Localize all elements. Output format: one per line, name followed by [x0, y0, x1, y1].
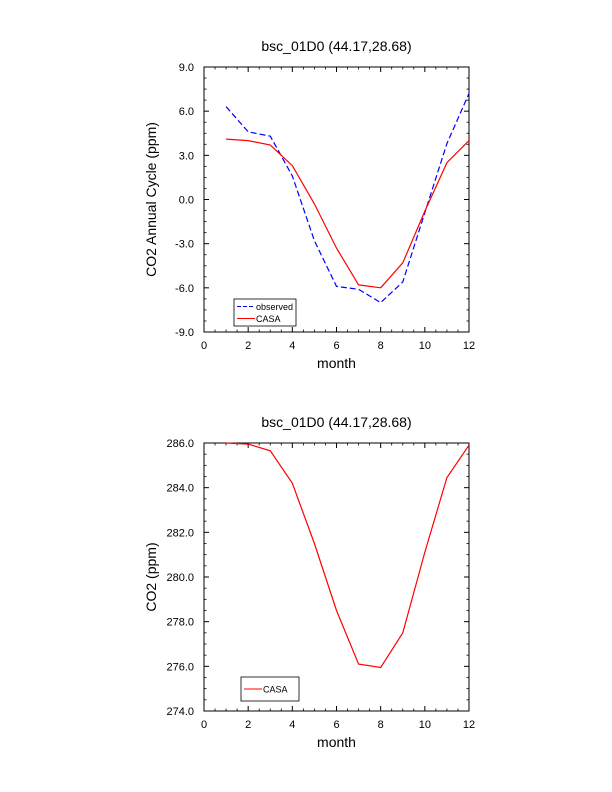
x-tick-label: 12: [463, 719, 475, 731]
y-tick-label: 278.0: [166, 617, 194, 629]
x-tick-label: 0: [201, 719, 207, 731]
series-line-casa: [226, 442, 470, 669]
y-axis-label: CO2 Annual Cycle (ppm): [143, 122, 159, 277]
y-tick-label: 9.0: [179, 62, 194, 74]
x-axis-label: month: [317, 355, 356, 371]
y-tick-label: 280.0: [166, 572, 194, 584]
legend-label-casa: CASA: [256, 314, 281, 324]
x-tick-label: 8: [378, 719, 384, 731]
y-tick-label: 282.0: [166, 527, 194, 539]
x-tick-label: 4: [289, 340, 295, 352]
y-tick-label: -3.0: [175, 239, 194, 251]
x-axis-label: month: [317, 734, 356, 750]
y-tick-label: 274.0: [166, 706, 194, 718]
x-tick-label: 10: [419, 719, 431, 731]
co2-concentration-chart: bsc_01D0 (44.17,28.68) 0 2 4 6 8 10 12 274.0 276.…: [143, 414, 475, 750]
series-line-casa: [226, 138, 470, 289]
x-tick-label: 6: [333, 719, 339, 731]
legend-label-observed: observed: [256, 302, 293, 312]
legend-box: [233, 298, 297, 327]
y-tick-label: -9.0: [175, 327, 194, 339]
x-tick-label: 0: [201, 340, 207, 352]
y-tick-label: 284.0: [166, 483, 194, 495]
x-tick-label: 6: [333, 340, 339, 352]
plot-frame: [203, 66, 470, 333]
y-tick-label: 3.0: [179, 150, 194, 162]
x-tick-label: 10: [419, 340, 431, 352]
annual-cycle-chart: bsc_01D0 (44.17,28.68) 0 2 4 6 8 10 12 -9.0 -6.0 -…: [143, 38, 475, 371]
x-tick-label: 2: [245, 719, 251, 731]
y-tick-label: -6.0: [175, 283, 194, 295]
y-tick-label: 0.0: [179, 195, 194, 207]
x-tick-label: 2: [245, 340, 251, 352]
x-tick-label: 4: [289, 719, 295, 731]
y-tick-label: 286.0: [166, 438, 194, 450]
y-axis-label: CO2 (ppm): [143, 542, 159, 611]
series-line-observed: [225, 93, 470, 304]
legend-label-casa: CASA: [263, 685, 288, 695]
plot-frame: [203, 442, 470, 712]
chart-title: bsc_01D0 (44.17,28.68): [261, 38, 411, 54]
x-tick-label: 8: [378, 340, 384, 352]
chart-title: bsc_01D0 (44.17,28.68): [261, 414, 411, 430]
y-tick-label: 276.0: [166, 661, 194, 673]
x-tick-label: 12: [463, 340, 475, 352]
y-tick-label: 6.0: [179, 106, 194, 118]
